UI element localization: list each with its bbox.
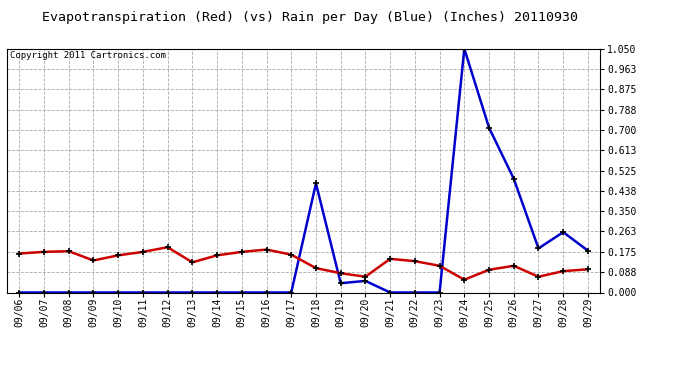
- Text: Copyright 2011 Cartronics.com: Copyright 2011 Cartronics.com: [10, 51, 166, 60]
- Text: Evapotranspiration (Red) (vs) Rain per Day (Blue) (Inches) 20110930: Evapotranspiration (Red) (vs) Rain per D…: [43, 11, 578, 24]
